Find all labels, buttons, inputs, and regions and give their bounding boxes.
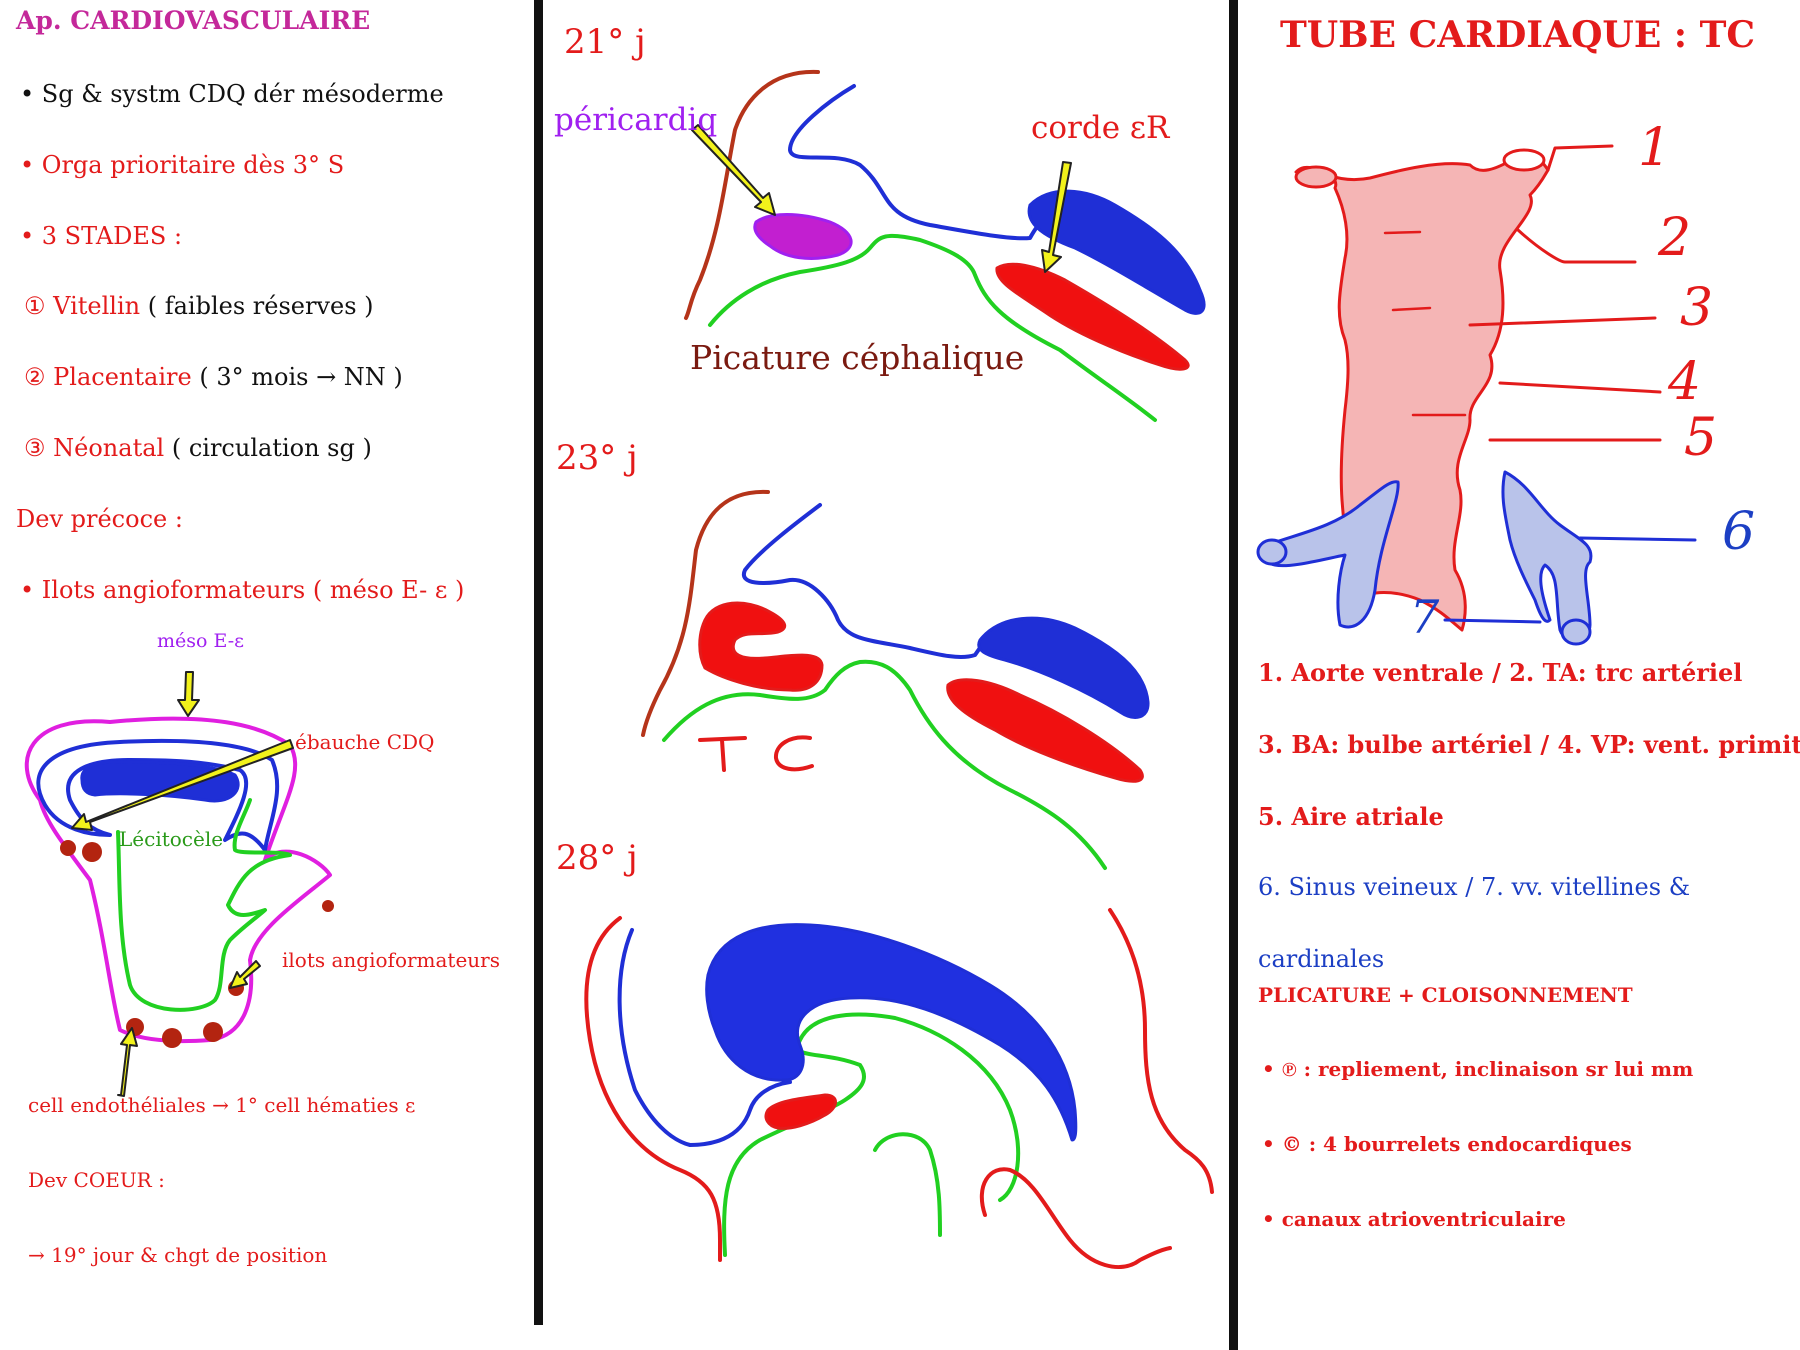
label-picature: Picature céphalique — [690, 338, 1025, 377]
label-ilots-angioformateurs: ilots angioformateurs — [282, 948, 501, 972]
pericardiq-shape — [753, 213, 853, 260]
tc-handwritten — [698, 735, 814, 772]
red-mass-23 — [946, 678, 1144, 783]
red-outer-left — [584, 916, 722, 1262]
blue-fold-23 — [741, 503, 1002, 659]
note-19-jour: → 19° jour & chgt de position — [28, 1243, 328, 1267]
cardiac-tube-diagram — [1256, 144, 1697, 646]
stage-vitellin: ① Vitellin ( faibles réserves ) — [24, 292, 374, 320]
label-ebauche-cdq: ébauche CDQ — [295, 730, 435, 754]
diagram-21-days — [684, 69, 1206, 422]
bullet-repliement: • ℗ : repliement, inclinaison sr lui mm — [1262, 1057, 1694, 1081]
bullet-canaux: • canaux atrioventriculaire — [1262, 1207, 1566, 1231]
blue-curved-mass — [705, 923, 1078, 1142]
label-pericardiq: péricardiq — [554, 102, 718, 138]
label-28-days: 28° j — [556, 838, 638, 878]
meso-outline — [24, 716, 332, 1044]
stage3-name: Néonatal — [53, 434, 165, 462]
stage1-note: ( faibles réserves ) — [147, 292, 374, 320]
column-divider-left — [534, 0, 543, 1325]
tube-number-4: 4 — [1668, 352, 1702, 412]
green-line-23 — [662, 659, 1107, 870]
label-lecitocele: Lécitocèle — [119, 827, 224, 851]
legend-line-5: cardinales — [1258, 945, 1385, 973]
diagram-23-days — [641, 489, 1150, 870]
legend-line-2: 3. BA: bulbe artériel / 4. VP: vent. pri… — [1258, 730, 1800, 759]
stage3-number: ③ — [24, 434, 46, 462]
tube-number-1: 1 — [1638, 118, 1672, 178]
label-meso: méso E-ε — [157, 630, 244, 652]
tc-shape — [698, 601, 824, 692]
embryo-plate — [80, 760, 240, 803]
plicature-heading: PLICATURE + CLOISONNEMENT — [1258, 983, 1633, 1007]
blue-mass-23 — [977, 616, 1150, 719]
stage3-note: ( circulation sg ) — [171, 434, 372, 462]
bullet-3-stades: • 3 STADES : — [20, 222, 183, 250]
callout-lines-red — [1468, 144, 1662, 442]
red-outer-right — [979, 908, 1214, 1270]
stage2-note: ( 3° mois → NN ) — [199, 363, 403, 391]
bullet-orga-prioritaire: • Orga prioritaire dès 3° S — [20, 151, 345, 179]
bullet-ilots: • Ilots angioformateurs ( méso E- ε ) — [20, 576, 465, 604]
lecitocele-outline — [116, 798, 292, 1012]
tube-internal-lines — [1383, 230, 1467, 417]
embryo-disc-diagram — [24, 671, 334, 1097]
label-cell-endotheliales: cell endothéliales → 1° cell hématies ε — [28, 1093, 416, 1117]
dev-coeur-heading: Dev COEUR : — [28, 1168, 165, 1192]
tube-top-right-opening — [1502, 148, 1546, 172]
blood-islands — [60, 840, 334, 1048]
blue-fold-21 — [788, 84, 1082, 241]
bullet-sg-systm: • Sg & systm CDQ dér mésoderme — [20, 80, 444, 108]
tube-title: TUBE CARDIAQUE : TC — [1280, 14, 1756, 56]
dev-precoce-heading: Dev précoce : — [16, 505, 183, 533]
label-23-days: 23° j — [556, 438, 638, 478]
label-corde: corde εR — [1031, 110, 1170, 146]
tube-number-5: 5 — [1684, 408, 1718, 468]
stage1-name: Vitellin — [53, 292, 141, 320]
maroon-curve-23 — [641, 489, 770, 737]
column-divider-right — [1229, 0, 1238, 1350]
stage-neonatal: ③ Néonatal ( circulation sg ) — [24, 434, 372, 462]
label-21-days: 21° j — [564, 22, 646, 62]
tube-number-3: 3 — [1680, 278, 1714, 338]
blue-inner-left — [617, 928, 792, 1147]
page-title: Ap. CARDIOVASCULAIRE — [16, 6, 371, 35]
maroon-curve-21 — [684, 69, 820, 320]
sinus-veineux — [1256, 470, 1593, 646]
tube-number-7: 7 — [1410, 590, 1440, 644]
diagram-28-days — [584, 908, 1214, 1270]
arrow-pericardiq — [691, 124, 776, 216]
arrow-corde — [1041, 161, 1072, 273]
legend-line-3: 5. Aire atriale — [1258, 802, 1444, 831]
red-mass-21 — [995, 262, 1190, 371]
yellow-arrows-left — [71, 671, 294, 1097]
callout-lines-blue — [1443, 536, 1697, 624]
blue-mass-21 — [1027, 189, 1206, 315]
tube-number-2: 2 — [1658, 208, 1692, 268]
legend-line-1: 1. Aorte ventrale / 2. TA: trc artériel — [1258, 658, 1743, 687]
bullet-bourrelets: • © : 4 bourrelets endocardiques — [1262, 1132, 1632, 1156]
tube-top-left-opening — [1294, 165, 1338, 189]
stage2-number: ② — [24, 363, 46, 391]
legend-line-4: 6. Sinus veineux / 7. vv. vitellines & — [1258, 873, 1691, 901]
stage1-number: ① — [24, 292, 46, 320]
stage-placentaire: ② Placentaire ( 3° mois → NN ) — [24, 363, 403, 391]
stage2-name: Placentaire — [53, 363, 192, 391]
green-line-21 — [708, 233, 1157, 422]
tube-number-6: 6 — [1722, 502, 1756, 562]
amnios-outline — [36, 738, 280, 852]
red-small-mass — [764, 1093, 837, 1130]
